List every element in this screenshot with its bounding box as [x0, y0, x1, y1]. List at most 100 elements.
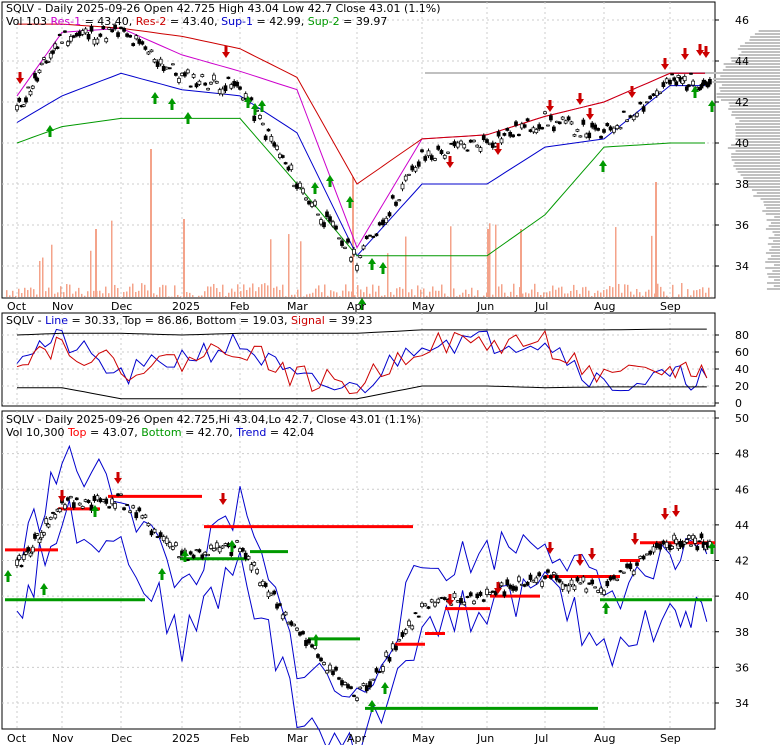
price-body [615, 578, 620, 581]
price-body [188, 551, 193, 555]
price-body [502, 591, 507, 597]
price-body [161, 65, 166, 71]
price-body [349, 257, 353, 262]
volume-bar [687, 289, 689, 297]
price-body [459, 140, 463, 145]
x-tick-label: Apr [347, 732, 367, 745]
price-body [528, 574, 533, 580]
price-body [113, 503, 117, 509]
trend-signal-arrows [4, 472, 716, 712]
price-body [599, 135, 603, 139]
header-part: SQLV - Daily 2025-09-26 Open 42.725,Hi 4… [6, 413, 421, 426]
price-body [413, 167, 418, 172]
y-tick-label: 36 [735, 219, 749, 232]
price-body [511, 134, 515, 138]
header-part: Res-2 [136, 15, 167, 28]
volume-bar [357, 285, 359, 297]
price-body [272, 590, 277, 595]
profile-bar [762, 210, 780, 212]
line-sup-1 [16, 72, 705, 257]
volume-bar [15, 295, 17, 297]
price-body [522, 584, 527, 587]
price-body [519, 123, 524, 129]
price-bars [15, 23, 712, 273]
price-body [593, 586, 598, 589]
price-body [680, 78, 685, 84]
volume-bar [249, 287, 251, 297]
price-body [621, 571, 626, 574]
price-body [672, 534, 677, 541]
buy-arrow [358, 298, 366, 310]
price-body [680, 542, 685, 548]
volume-bar [528, 293, 530, 297]
y-tick-label: 60 [735, 346, 749, 359]
volume-bar [348, 291, 350, 297]
price-body [301, 188, 305, 194]
price-body [355, 697, 359, 701]
volume-bar [624, 284, 626, 297]
x-tick-label: May [412, 732, 435, 745]
sell-arrow [446, 156, 454, 168]
price-body [92, 39, 97, 45]
price-body [674, 538, 679, 544]
price-body [68, 36, 73, 42]
buy-arrow [312, 634, 320, 646]
volume-bar [705, 292, 707, 297]
buy-arrow [151, 92, 159, 104]
price-body [241, 97, 245, 101]
volume-bar [216, 288, 218, 297]
price-body [155, 536, 160, 538]
profile-bar [725, 66, 780, 68]
volume-bar [105, 286, 107, 297]
price-body [705, 83, 710, 88]
price-body [490, 590, 495, 593]
volume-bar [459, 294, 461, 297]
profile-bar [735, 138, 780, 140]
price-body [325, 670, 329, 674]
stochastic-panel-frame [1, 312, 716, 407]
price-body [340, 680, 344, 686]
profile-bar [731, 153, 780, 155]
price-body [578, 582, 583, 585]
profile-bar [765, 267, 780, 269]
buy-arrow [158, 568, 166, 580]
volume-bar [42, 257, 44, 297]
price-body [53, 43, 58, 49]
profile-bar [765, 261, 780, 263]
price-body [557, 579, 562, 583]
price-body [35, 533, 40, 536]
x-tick-label: Jun [476, 300, 494, 313]
volume-bar [573, 284, 575, 297]
header-part: = 42.04 [266, 426, 314, 439]
price-body [572, 134, 577, 137]
price-body [465, 596, 470, 599]
profile-bar [425, 72, 780, 74]
price-body [343, 682, 347, 685]
buy-arrow [251, 103, 259, 115]
price-body [304, 197, 308, 201]
volume-bar [471, 287, 473, 297]
volume-bar [588, 290, 590, 297]
price-body [158, 58, 163, 65]
buy-arrow [708, 100, 716, 112]
profile-bar [766, 219, 780, 221]
buy-arrow [346, 196, 354, 208]
header-part: = 42.70, [182, 426, 237, 439]
price-body [442, 155, 447, 159]
price-body [325, 211, 329, 217]
volume-bar [372, 284, 374, 297]
price-body [155, 61, 160, 67]
volume-bar [378, 285, 380, 297]
price-body [560, 116, 565, 120]
stoch-signal [16, 329, 708, 395]
price-body [621, 110, 626, 113]
price-body [337, 677, 341, 680]
price-body [387, 212, 392, 217]
trend-date-axis-ticks: Oct Nov Dec 2025 Feb Mar Apr May Jun Jul Aug Sep [7, 732, 681, 745]
volume-bar [78, 287, 80, 297]
price-body [654, 90, 659, 96]
volume-bar [381, 295, 383, 297]
price-body [63, 504, 67, 510]
profile-bar [735, 129, 780, 131]
price-body [368, 681, 372, 688]
